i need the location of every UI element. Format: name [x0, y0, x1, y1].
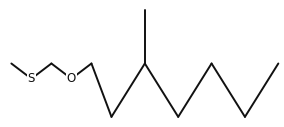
Text: S: S [28, 72, 35, 85]
Text: O: O [67, 72, 76, 85]
